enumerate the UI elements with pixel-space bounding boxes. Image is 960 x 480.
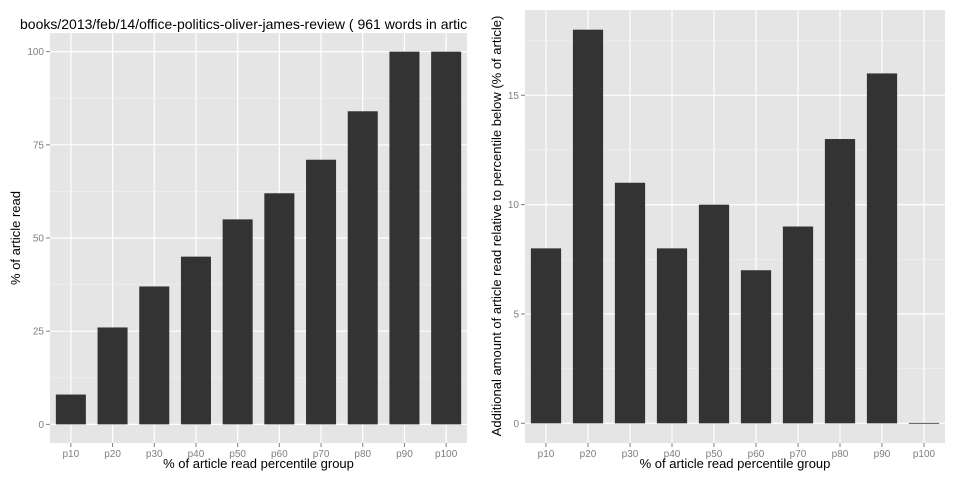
y-tick-label: 10 [508, 200, 520, 211]
bar-p80 [824, 139, 856, 424]
bar-p10 [55, 394, 86, 425]
x-tick-label: p40 [188, 449, 205, 460]
x-axis-title: % of article read percentile group [640, 456, 831, 471]
x-tick-label: p70 [790, 449, 807, 460]
bar-p60 [264, 193, 295, 425]
x-tick-label: p90 [874, 449, 891, 460]
x-tick-label: p30 [622, 449, 639, 460]
bars [55, 51, 462, 425]
y-axis-title: % of article read [8, 191, 23, 285]
x-tick-label: p50 [706, 449, 723, 460]
y-ticks: 0 5 10 15 [508, 91, 525, 430]
bar-p20 [97, 327, 128, 425]
bar-p90 [389, 51, 420, 425]
bar-p100 [431, 51, 462, 425]
bar-p40 [656, 248, 688, 424]
y-tick-label: 75 [33, 140, 45, 151]
x-tick-label: p20 [104, 449, 121, 460]
bar-p70 [306, 159, 337, 425]
y-tick-label: 0 [513, 419, 519, 430]
left-chart: books/2013/feb/14/office-politics-oliver… [8, 16, 467, 471]
x-tick-label: p40 [664, 449, 681, 460]
bar-p90 [866, 73, 898, 424]
bar-p50 [222, 219, 253, 425]
x-tick-label: p60 [271, 449, 288, 460]
right-chart: 0 5 10 15 p10 p20 p30 p40 p50 p60 p70 p80 p90 p100 %… [489, 10, 945, 471]
bar-p30 [614, 182, 646, 424]
x-tick-label: p100 [913, 449, 936, 460]
x-tick-label: p60 [748, 449, 765, 460]
x-tick-label: p10 [63, 449, 80, 460]
bars [530, 29, 940, 424]
x-axis-title: % of article read percentile group [163, 456, 354, 471]
bar-p20 [572, 29, 604, 424]
y-tick-label: 100 [27, 47, 44, 58]
y-tick-label: 15 [508, 91, 520, 102]
bar-p80 [347, 111, 378, 425]
x-ticks: p10 p20 p30 p40 p50 p60 p70 p80 p90 p100 [63, 443, 458, 460]
y-tick-label: 50 [33, 234, 45, 245]
x-ticks: p10 p20 p30 p40 p50 p60 p70 p80 p90 p100 [538, 443, 936, 460]
y-tick-label: 25 [33, 327, 45, 338]
y-tick-label: 5 [513, 309, 519, 320]
bar-p10 [530, 248, 562, 424]
x-tick-label: p80 [354, 449, 371, 460]
bar-p70 [782, 226, 814, 424]
y-axis-title: Additional amount of article read relati… [489, 16, 504, 437]
y-ticks: 0 25 50 75 100 [27, 47, 50, 431]
x-tick-label: p70 [313, 449, 330, 460]
x-tick-label: p50 [229, 449, 246, 460]
x-tick-label: p90 [396, 449, 413, 460]
bar-p60 [740, 270, 772, 424]
y-tick-label: 0 [38, 420, 44, 431]
chart-title: books/2013/feb/14/office-politics-oliver… [20, 16, 467, 32]
bar-p40 [180, 256, 211, 425]
x-tick-label: p100 [435, 449, 458, 460]
x-tick-label: p20 [580, 449, 597, 460]
x-tick-label: p80 [832, 449, 849, 460]
bar-p50 [698, 204, 730, 424]
bar-p100 [908, 422, 940, 424]
x-tick-label: p10 [538, 449, 555, 460]
x-tick-label: p30 [146, 449, 163, 460]
bar-p30 [139, 286, 170, 425]
